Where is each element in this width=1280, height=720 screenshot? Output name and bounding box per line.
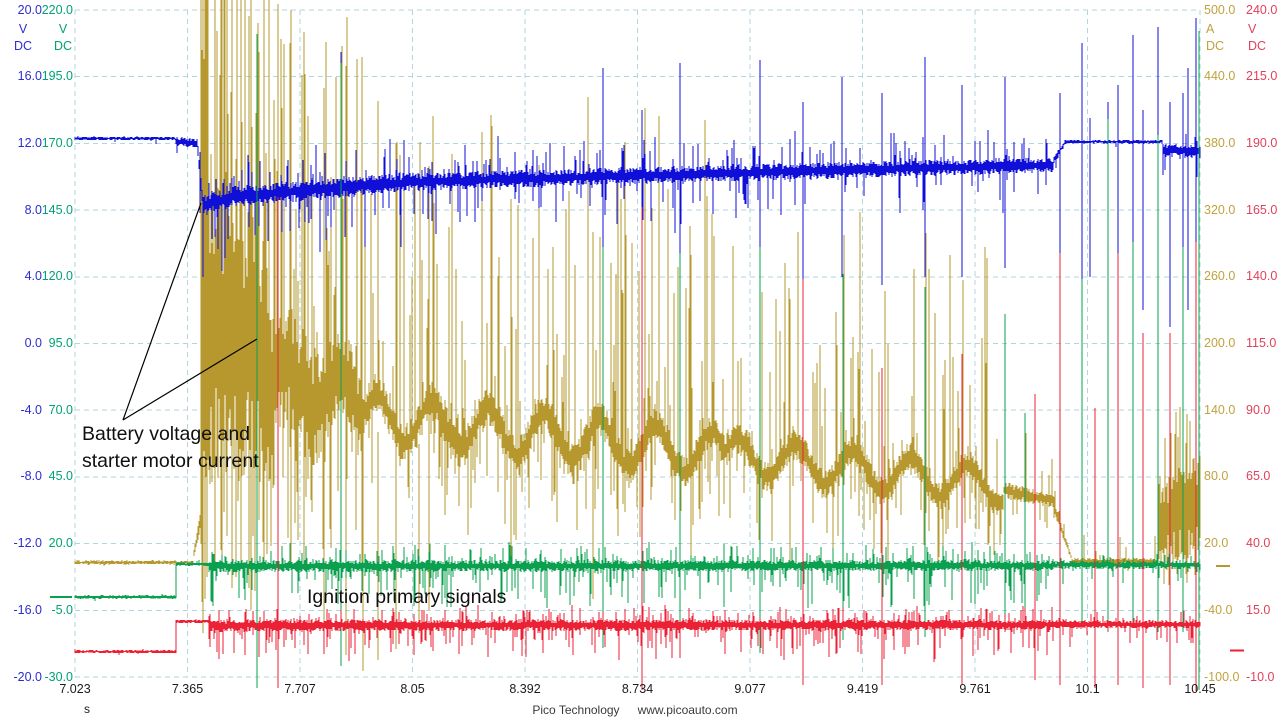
left-axis2-unit-label: V (58, 22, 68, 36)
annotation-battery-line1: Battery voltage and (82, 423, 251, 445)
left2-tick-label: 145.0 (41, 202, 73, 217)
right2-tick-label: 65.0 (1246, 469, 1271, 484)
left2-tick-label: 95.0 (48, 336, 73, 350)
x-tick-label: 9.419 (846, 682, 879, 696)
x-tick-label: 8.05 (400, 682, 425, 696)
right-axis2-unit-label: V (1248, 22, 1257, 36)
right1-tick-label: 20.0 (1204, 536, 1229, 551)
right1-tick-label: 440.0 (1204, 69, 1236, 84)
left2-tick-label: -30.0 (44, 669, 74, 684)
right-axis2-coupling-label: DC (1248, 39, 1267, 53)
right2-tick-label: 190.0 (1246, 135, 1278, 150)
right2-tick-label: 215.0 (1246, 69, 1278, 84)
right2-tick-label: 90.0 (1246, 402, 1271, 417)
left1-tick-label: 16.0 (17, 69, 42, 84)
left2-tick-label: 120.0 (41, 269, 73, 284)
x-tick-label: 7.023 (59, 682, 91, 696)
annotation-ignition: Ignition primary signals (307, 586, 507, 608)
left2-tick-label: 70.0 (48, 402, 73, 417)
left2-tick-label: -5.0 (51, 602, 73, 617)
left1-tick-label: -16.0 (13, 602, 43, 617)
x-tick-label: 10.1 (1075, 682, 1100, 696)
left1-tick-label: -4.0 (20, 402, 42, 417)
annotation-battery-starter: Battery voltage and starter motor curren… (82, 421, 259, 475)
x-tick-label: 8.392 (509, 682, 541, 696)
right2-tick-label: 15.0 (1246, 602, 1271, 617)
left1-tick-label: 12.0 (17, 135, 42, 150)
left2-tick-label: 170.0 (41, 135, 73, 150)
right-axis1-coupling-label: DC (1206, 39, 1225, 53)
x-tick-label: 7.365 (171, 682, 204, 696)
right1-tick-label: 260.0 (1204, 269, 1236, 284)
left1-tick-label: -12.0 (13, 536, 43, 551)
left1-tick-label: 20.0 (17, 2, 42, 17)
right2-tick-label: 140.0 (1246, 269, 1278, 284)
right2-tick-label: 40.0 (1246, 536, 1271, 551)
left2-tick-label: 220.0 (41, 2, 73, 17)
left-axis1-unit-label: V (18, 22, 28, 36)
right-axis1-unit-label: A (1206, 22, 1215, 36)
right1-tick-label: 500.0 (1204, 2, 1236, 17)
right2-tick-label: 165.0 (1246, 202, 1278, 217)
left2-tick-label: 45.0 (48, 469, 73, 484)
x-tick-label: 9.077 (734, 682, 766, 696)
right1-tick-label: 320.0 (1204, 202, 1236, 217)
left1-tick-label: 0.0 (24, 336, 42, 350)
right2-tick-label: 115.0 (1246, 336, 1277, 350)
annotation-battery-line2: starter motor current (82, 450, 259, 472)
left-axis2-coupling-label: DC (53, 39, 73, 53)
footer-url: www.picoauto.com (637, 703, 738, 717)
right2-tick-label: 240.0 (1246, 2, 1278, 17)
right1-tick-label: -100.0 (1204, 669, 1240, 684)
left2-tick-label: 195.0 (41, 69, 73, 84)
right2-tick-label: -10.0 (1246, 669, 1275, 684)
footer-brand: Pico Technology (532, 703, 620, 717)
right1-tick-label: 80.0 (1204, 469, 1229, 484)
x-tick-label: 9.761 (959, 682, 991, 696)
x-axis-unit-label: s (84, 702, 90, 716)
left1-tick-label: -8.0 (20, 469, 42, 484)
x-tick-label: 10.45 (1184, 682, 1216, 696)
right1-tick-label: 380.0 (1204, 135, 1236, 150)
left2-tick-label: 20.0 (48, 536, 73, 551)
x-tick-label: 8.734 (621, 682, 654, 696)
right1-tick-label: -40.0 (1204, 602, 1233, 617)
x-tick-label: 7.707 (284, 682, 316, 696)
footer: Pico Technology www.picoauto.com (532, 703, 737, 717)
left1-tick-label: -20.0 (13, 669, 43, 684)
right1-tick-label: 140.0 (1204, 402, 1236, 417)
left-axis1-coupling-label: DC (13, 39, 33, 53)
left1-tick-label: 8.0 (24, 202, 42, 217)
right1-tick-label: 200.0 (1204, 336, 1236, 350)
left1-tick-label: 4.0 (24, 269, 42, 284)
